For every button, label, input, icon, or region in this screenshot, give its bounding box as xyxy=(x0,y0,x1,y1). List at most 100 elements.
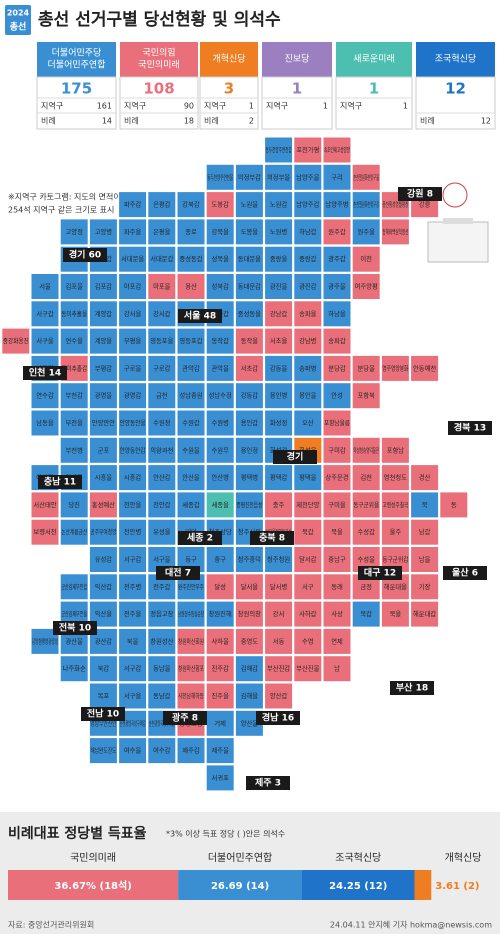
district-name: 천안갑 xyxy=(153,500,171,509)
district-name: 담양함평영광장성 xyxy=(32,636,58,645)
district-name: 창원성산 xyxy=(150,636,173,645)
district-cell xyxy=(205,573,235,601)
district-cell xyxy=(351,245,381,273)
district-cell xyxy=(59,327,89,355)
party-body xyxy=(335,76,413,130)
district-name: 광진갑 xyxy=(299,282,317,291)
district-cell xyxy=(234,191,264,219)
region-label: 경기 60 xyxy=(69,249,101,261)
district-cell xyxy=(264,245,294,273)
district-name: 경산 xyxy=(419,473,431,482)
district-name: 관악을 xyxy=(212,363,230,372)
district-name: 사하갑 xyxy=(299,609,317,618)
district-name: 서구 xyxy=(302,582,314,591)
region-tag xyxy=(448,421,492,435)
region-label: 인천 14 xyxy=(29,368,61,379)
region-label: 강원 8 xyxy=(407,188,433,200)
region-tag xyxy=(358,566,402,580)
district-cell xyxy=(88,518,118,546)
district-name: 동미추홀갑 xyxy=(61,363,87,372)
district-cell xyxy=(205,409,235,437)
district-cell xyxy=(118,436,148,464)
district-name: 북을 xyxy=(331,528,343,536)
district-cell xyxy=(322,245,352,273)
district-cell xyxy=(176,218,206,246)
district-name: 구리 xyxy=(331,172,343,181)
seat-value: 2 xyxy=(249,117,254,126)
district-name: 송파갑 xyxy=(328,336,346,345)
district-cell xyxy=(205,491,235,519)
district-cell xyxy=(293,655,323,683)
district-cell xyxy=(264,627,294,655)
district-name: 안양동안갑 xyxy=(120,445,146,454)
region-label: 서울 48 xyxy=(184,310,216,322)
district-name: 동대문을 xyxy=(238,255,261,263)
district-name: 서구갑 xyxy=(36,309,54,318)
district-name: 부평을 xyxy=(124,336,142,345)
region-tag xyxy=(250,531,294,545)
district-name: 도봉을 xyxy=(241,228,259,236)
district-cell xyxy=(118,573,148,601)
district-cell xyxy=(234,300,264,328)
district-name: 사상 xyxy=(331,609,343,618)
district-name: 영등포갑 xyxy=(179,336,202,345)
party-name: 개혁신당 xyxy=(212,54,245,65)
district-cell xyxy=(322,518,352,546)
district-name: 중남구 xyxy=(328,555,346,564)
district-cell xyxy=(410,518,440,546)
district-name: 안성 xyxy=(331,391,343,400)
district-name: 오산 xyxy=(302,418,314,427)
district-cell xyxy=(264,573,294,601)
district-name: 청주서원 xyxy=(238,527,261,536)
district-name: 광명을 xyxy=(95,391,113,400)
district-cell xyxy=(205,354,235,382)
district-cell xyxy=(380,600,410,628)
district-cell xyxy=(380,436,410,464)
district-name: 고양정 xyxy=(66,227,84,236)
vote-bar xyxy=(8,870,179,900)
district-name: 강북갑 xyxy=(182,200,200,209)
seat-value: 18 xyxy=(184,117,194,126)
district-cell xyxy=(234,354,264,382)
district-name: 나주화순 xyxy=(63,664,86,673)
district-name: 고령성주칠곡 xyxy=(382,500,408,509)
district-name: 제천단양 xyxy=(296,500,319,509)
district-name: 의정부갑 xyxy=(238,172,261,181)
district-cell xyxy=(205,436,235,464)
district-cell xyxy=(322,136,352,164)
district-name: 화성을 xyxy=(299,445,317,454)
district-cell xyxy=(118,546,148,573)
district-name: 순천광양곡성구례갑 xyxy=(120,718,146,727)
party-body xyxy=(119,76,199,130)
district-cell xyxy=(176,436,206,464)
district-cell xyxy=(322,436,352,464)
district-name: 성북을 xyxy=(212,254,230,263)
district-name: 공주부여청양 xyxy=(90,527,116,536)
district-cell xyxy=(351,464,381,492)
district-name: 용인병 xyxy=(270,391,288,400)
district-name: 서초갑 xyxy=(241,363,259,372)
region-label: 부산 18 xyxy=(396,682,428,694)
district-name: 영천청도 xyxy=(384,473,407,482)
district-cell xyxy=(59,300,89,328)
district-name: 사천남해하동 xyxy=(178,691,204,700)
party-total: 12 xyxy=(445,80,466,98)
district-name: 중성동갑 xyxy=(179,254,202,263)
district-cell xyxy=(147,600,177,628)
region-tag xyxy=(163,711,207,725)
district-name: 영암무안신안 xyxy=(90,718,116,727)
region-label: 울산 6 xyxy=(452,567,478,579)
district-name: 송파병 xyxy=(299,363,317,372)
district-name: 시흥갑 xyxy=(124,473,142,482)
district-name: 속초인제고성양양 xyxy=(324,145,350,154)
region-label: 경남 16 xyxy=(262,712,294,724)
district-name: 송파을 xyxy=(299,309,317,318)
seat-label: 비례 xyxy=(204,116,219,126)
district-name: 안산을 xyxy=(182,473,200,482)
district-cell xyxy=(234,655,264,683)
district-name: 진주갑 xyxy=(212,664,230,673)
district-cell xyxy=(439,491,469,519)
district-name: 포항남울릉 xyxy=(324,418,350,427)
district-cell xyxy=(264,136,294,164)
district-name: 청주흥덕 xyxy=(238,555,261,564)
